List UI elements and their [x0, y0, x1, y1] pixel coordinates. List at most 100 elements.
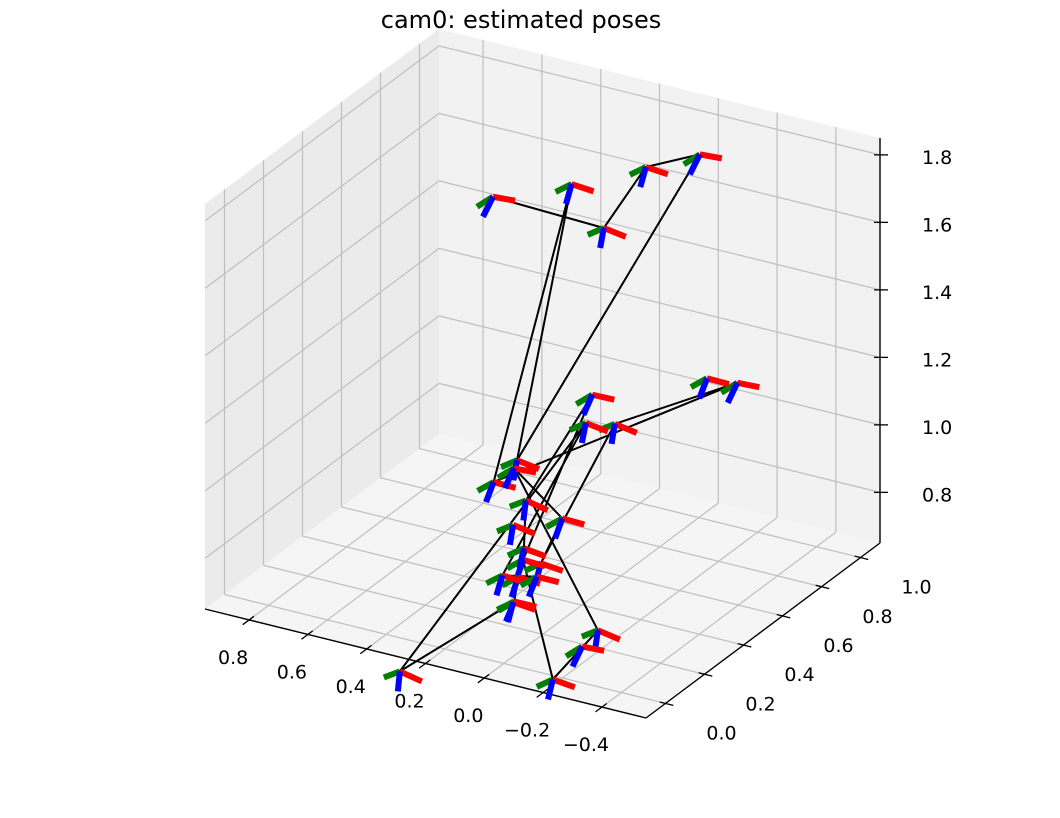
- z-tick-label: 1.8: [922, 147, 952, 169]
- pose-z-axis: [516, 547, 527, 569]
- pose-marker: [564, 643, 605, 668]
- pose-z-axis: [608, 423, 618, 445]
- pose-x-axis: [706, 375, 730, 388]
- z-axis-ticks: 0.8 1.0 1.2 1.4 1.6 1.8: [874, 147, 952, 506]
- z-grid-line: [438, 315, 881, 426]
- x-tick-label: 0.0: [453, 705, 483, 727]
- x-tick-label: −0.4: [563, 734, 609, 756]
- pose-x-axis: [584, 420, 609, 435]
- z-grid-line: [438, 45, 881, 156]
- y-tick-label: 0.6: [823, 635, 853, 657]
- z-grid-line: [204, 315, 440, 492]
- y-tick-label: 0.8: [862, 606, 892, 628]
- z-tick-label: 1.4: [922, 282, 952, 304]
- pose-z-axis: [480, 195, 496, 219]
- x-tick-mark: [536, 688, 549, 698]
- pose-z-axis: [506, 524, 517, 546]
- pose-z-axis: [597, 227, 607, 249]
- pose-x-axis: [398, 668, 424, 685]
- pose-z-axis: [545, 678, 556, 701]
- y-tick-mark: [776, 613, 791, 619]
- z-tick-label: 1.2: [922, 349, 952, 371]
- pose-x-axis: [736, 379, 760, 391]
- pose-x-axis: [515, 457, 541, 472]
- pose-x-axis: [512, 599, 537, 613]
- x-tick-mark: [595, 702, 608, 713]
- trajectory-series-2: [492, 153, 701, 229]
- x-grid-line: [601, 531, 837, 708]
- pose-x-axis: [613, 421, 638, 436]
- y-axis-line: [645, 542, 881, 719]
- x-grid-line: [248, 444, 484, 621]
- pose-x-axis: [551, 676, 576, 691]
- x-axis-ticks: −0.4 −0.2 0.0 0.2 0.4 0.6 0.8: [218, 615, 609, 756]
- pose-z-axis: [563, 183, 575, 205]
- y-tick-mark: [659, 701, 674, 706]
- z-grid-line: [438, 382, 881, 493]
- pose-marker: [586, 225, 627, 249]
- pose-x-axis: [596, 627, 622, 643]
- pose-x-axis: [699, 151, 723, 162]
- x-tick-mark: [242, 615, 255, 626]
- pose-x-axis: [561, 515, 586, 528]
- pose-marker: [628, 164, 669, 188]
- pose-marker: [689, 375, 730, 400]
- x-grid-line: [483, 502, 719, 679]
- y-grid-line: [224, 593, 666, 704]
- x-tick-label: −0.2: [504, 720, 550, 742]
- pose-x-axis: [644, 164, 669, 178]
- pose-z-axis: [505, 601, 517, 623]
- z-grid-line: [204, 382, 440, 559]
- pose-z-axis: [525, 575, 540, 598]
- pose-x-axis: [501, 572, 526, 586]
- z-tick-label: 0.8: [922, 484, 952, 506]
- x-tick-label: 0.6: [277, 661, 307, 683]
- chart-title: cam0: estimated poses: [381, 6, 661, 34]
- pose-markers: [382, 151, 760, 701]
- z-grid-line: [204, 112, 440, 289]
- pose-x-axis: [591, 391, 615, 403]
- pose-x-axis: [524, 497, 550, 513]
- trajectory-lines: [398, 153, 739, 681]
- z-grid-line: [438, 247, 881, 358]
- pose-z-axis: [637, 166, 649, 188]
- y-tick-label: 0.2: [745, 693, 775, 715]
- x-grid-line: [307, 458, 543, 635]
- x-tick-mark: [418, 659, 431, 669]
- y-axis-ticks: 0.0 0.2 0.4 0.6 0.8 1.0: [659, 555, 932, 744]
- pose-x-axis: [570, 181, 595, 195]
- x-tick-mark: [359, 644, 372, 655]
- pose-marker: [496, 465, 537, 490]
- pose-marker: [475, 193, 516, 219]
- pose-z-axis: [578, 422, 589, 444]
- pose-z-axis: [696, 377, 710, 400]
- pose-x-axis: [511, 522, 537, 537]
- pose-z-axis: [493, 574, 506, 597]
- pose-marker: [574, 391, 615, 416]
- pose-x-axis: [522, 545, 547, 560]
- pose-marker: [495, 599, 537, 623]
- pose-marker: [506, 545, 547, 569]
- z-grid-line: [438, 112, 881, 223]
- pose-x-axis: [581, 643, 605, 654]
- pose-marker: [682, 151, 723, 176]
- pose-x-axis: [513, 465, 537, 476]
- pose-marker: [535, 676, 576, 701]
- pose-x-axis: [492, 193, 516, 204]
- x-tick-mark: [301, 630, 314, 640]
- pose-x-axis: [536, 573, 560, 586]
- y-tick-mark: [737, 643, 752, 648]
- pose-marker: [519, 573, 560, 598]
- x-grid-line: [366, 473, 602, 650]
- grid-lines: [204, 39, 881, 708]
- trajectory-series-1: [398, 153, 739, 681]
- pose-z-axis: [520, 500, 529, 521]
- pose-marker: [508, 497, 550, 521]
- y-tick-mark: [815, 584, 830, 590]
- x-tick-mark: [477, 673, 490, 684]
- y-grid-line: [419, 448, 861, 559]
- pose-marker: [719, 379, 760, 405]
- pose-z-axis: [483, 481, 497, 504]
- y-tick-label: 1.0: [901, 577, 931, 599]
